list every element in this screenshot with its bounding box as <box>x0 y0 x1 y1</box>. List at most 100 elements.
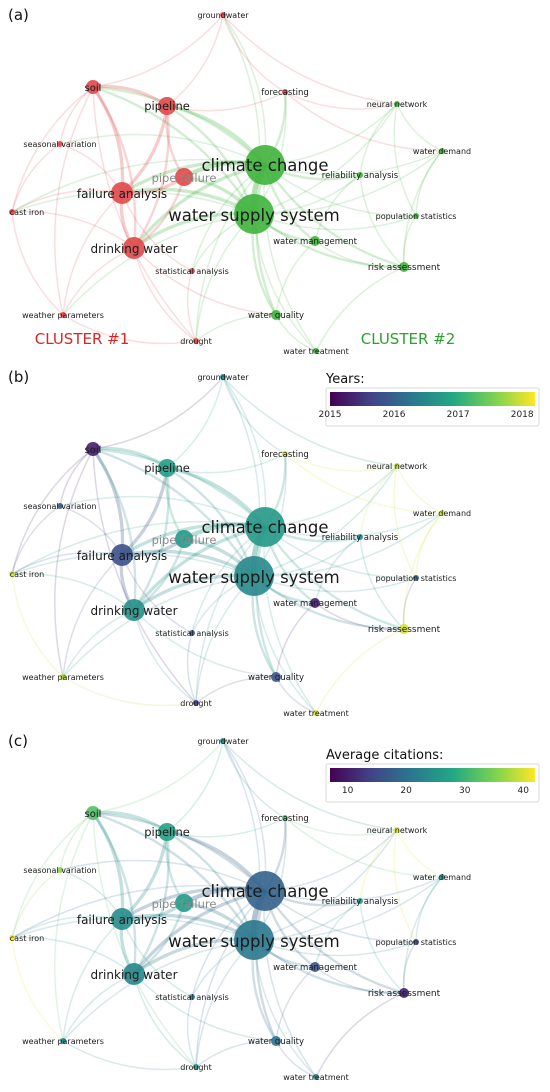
node-label-neural-network: neural network <box>367 826 428 835</box>
node-cast-iron <box>9 571 15 577</box>
edge-water-supply-system--water-demand <box>253 150 443 215</box>
edge-soil--weather-parameters <box>53 86 94 316</box>
node-seasonal-variation <box>57 141 63 147</box>
node-label-weather-parameters: weather parameters <box>22 673 104 682</box>
node-label-risk-assessment: risk assessment <box>368 625 441 635</box>
edge-climate-change--water-demand <box>264 512 443 538</box>
node-water-quality <box>271 310 281 320</box>
node-label-failure-analysis: failure analysis <box>77 549 167 563</box>
edge-water-supply-system--soil <box>92 85 256 215</box>
node-label-pipe-failure: pipe failure <box>152 533 217 547</box>
edge-drinking-water--water-quality <box>133 609 277 678</box>
node-label-water-supply-system: water supply system <box>168 932 340 951</box>
edge-soil--drought <box>92 86 197 342</box>
edge-pipeline--groundwater <box>166 376 224 469</box>
node-seasonal-variation <box>57 867 63 873</box>
edge-weather-parameters--drought <box>62 1040 197 1071</box>
edge-climate-change--soil <box>92 447 266 528</box>
edge-climate-change--water-demand <box>264 876 443 902</box>
network-graph: climate change water supply systemfailure… <box>9 737 540 1082</box>
node-label-water-demand: water demand <box>413 147 471 156</box>
edge-soil--drought <box>92 448 197 704</box>
node-groundwater <box>220 12 226 18</box>
node-label-statistical-analysis: statistical analysis <box>155 267 229 276</box>
node-weather-parameters <box>60 312 66 318</box>
edge-failure-analysis--soil <box>91 812 125 920</box>
edge-climate-change--drought <box>195 164 266 342</box>
edge-drinking-water--drought <box>133 609 197 704</box>
node-label-pipeline: pipeline <box>144 99 190 113</box>
node-label-forecasting: forecasting <box>261 88 309 98</box>
node-water-quality <box>271 1036 281 1046</box>
node-label-failure-analysis: failure analysis <box>77 187 167 201</box>
edge-water-supply-system--groundwater <box>222 376 261 577</box>
edge-failure-analysis--cast-iron <box>11 189 123 213</box>
edge-water-supply-system--cast-iron <box>11 552 255 577</box>
edge-soil--drought <box>92 812 197 1068</box>
node-climate-change <box>245 145 285 185</box>
edge-water-supply-system--weather-parameters <box>62 939 255 1042</box>
node-weather-parameters <box>60 674 66 680</box>
edge-failure-analysis--weather-parameters <box>62 918 123 1042</box>
edge-water-demand--population-statistics <box>415 876 443 943</box>
edge-statistical-analysis--drought <box>186 996 197 1068</box>
node-cast-iron <box>9 209 15 215</box>
edge-neural-network--water-demand <box>396 103 443 152</box>
node-neural-network <box>394 463 400 469</box>
node-risk-assessment <box>399 262 409 272</box>
edge-risk-assessment--water-treatment <box>315 266 405 352</box>
node-label-drinking-water: drinking water <box>91 604 178 618</box>
node-label-neural-network: neural network <box>367 100 428 109</box>
edge-water-supply-system--weather-parameters <box>62 213 255 316</box>
legend-tick-label: 2016 <box>383 410 406 420</box>
edge-soil--weather-parameters <box>53 448 94 678</box>
edge-water-management--risk-assessment <box>314 240 405 269</box>
node-label-water-treatment: water treatment <box>283 709 348 718</box>
node-water-treatment <box>313 348 319 354</box>
edge-climate-change--cast-iron <box>11 158 266 213</box>
legend-tick-label: 40 <box>518 786 530 796</box>
node-label-risk-assessment: risk assessment <box>368 989 441 999</box>
edge-climate-change--risk-assessment <box>264 526 405 631</box>
edge-drinking-water--soil <box>92 448 137 611</box>
edge-seasonal-variation--cast-iron <box>11 505 61 575</box>
legend-scale: 2015 2016 2017 2018 <box>319 387 540 427</box>
node-label-climate-change: climate change <box>201 518 328 537</box>
network-graph: climate change water supply systemfailure… <box>9 373 540 718</box>
node-label-seasonal-variation: seasonal variation <box>23 140 96 149</box>
edge-soil--groundwater <box>92 14 224 88</box>
node-failure-analysis <box>111 908 133 930</box>
label-layer: climate change water supply systemfailure… <box>10 737 471 1082</box>
node-layer <box>9 374 445 716</box>
panel-label: (b) <box>8 368 30 386</box>
edge-reliability-analysis--risk-assessment <box>359 174 405 268</box>
edge-population-statistics--risk-assessment <box>402 941 417 994</box>
node-label-weather-parameters: weather parameters <box>22 311 104 320</box>
node-label-drought: drought <box>180 1063 211 1072</box>
edge-water-supply-system--cast-iron <box>11 916 255 941</box>
edge-cast-iron--weather-parameters <box>11 573 64 678</box>
edge-water-management--risk-assessment <box>314 966 405 995</box>
node-label-groundwater: groundwater <box>197 737 249 746</box>
network-graph: climate change water supply systemfailure… <box>9 11 471 356</box>
edge-climate-change--water-treatment <box>263 890 317 1078</box>
node-climate-change <box>245 507 285 547</box>
edge-forecasting--neural-network <box>284 453 398 472</box>
node-soil <box>86 806 100 820</box>
edge-water-management--water-quality <box>275 602 316 678</box>
edge-water-management--water-quality <box>275 240 316 316</box>
edge-climate-change--water-treatment <box>263 164 317 352</box>
node-label-drinking-water: drinking water <box>91 242 178 256</box>
node-label-water-supply-system: water supply system <box>168 206 340 225</box>
node-label-reliability-analysis: reliability analysis <box>322 171 399 181</box>
node-soil <box>86 80 100 94</box>
node-label-weather-parameters: weather parameters <box>22 1037 104 1046</box>
node-label-neural-network: neural network <box>367 462 428 471</box>
node-water-demand <box>439 148 445 154</box>
legend-tick-label: 2015 <box>319 410 342 420</box>
edge-reliability-analysis--water-management <box>314 536 361 604</box>
node-label-drought: drought <box>180 699 211 708</box>
edge-water-demand--risk-assessment <box>403 512 443 630</box>
edge-neural-network--reliability-analysis <box>359 829 398 902</box>
edge-water-supply-system--groundwater <box>222 14 261 215</box>
